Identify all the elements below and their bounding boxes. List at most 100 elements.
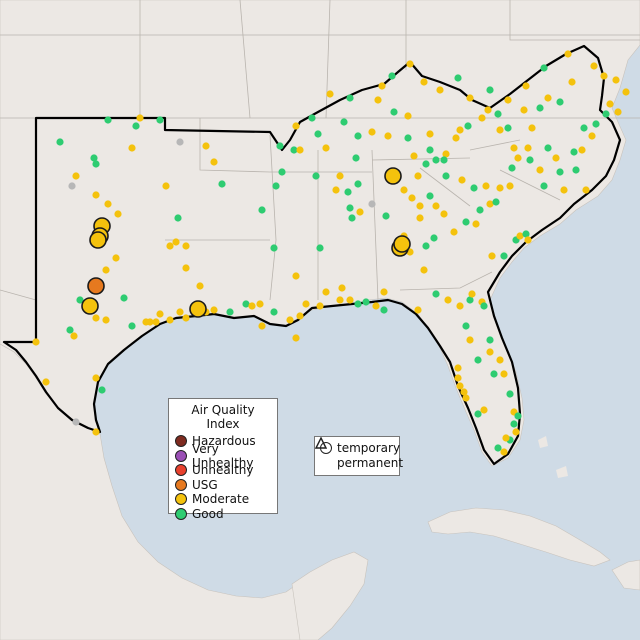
monitor-marker[interactable] — [440, 210, 448, 218]
monitor-marker[interactable] — [460, 388, 468, 396]
monitor-marker[interactable] — [258, 322, 266, 330]
monitor-marker[interactable] — [308, 114, 316, 122]
monitor-marker[interactable] — [458, 176, 466, 184]
monitor-marker[interactable] — [486, 200, 494, 208]
monitor-marker[interactable] — [426, 146, 434, 154]
monitor-marker[interactable] — [514, 154, 522, 162]
monitor-marker[interactable] — [512, 428, 520, 436]
monitor-marker[interactable] — [612, 76, 620, 84]
monitor-marker[interactable] — [416, 202, 424, 210]
monitor-marker[interactable] — [242, 300, 250, 308]
monitor-marker[interactable] — [454, 364, 462, 372]
monitor-marker[interactable] — [556, 98, 564, 106]
monitor-marker[interactable] — [70, 332, 78, 340]
monitor-marker[interactable] — [128, 322, 136, 330]
monitor-marker[interactable] — [336, 172, 344, 180]
monitor-marker[interactable] — [580, 124, 588, 132]
monitor-marker[interactable] — [602, 110, 610, 118]
monitor-marker[interactable] — [410, 152, 418, 160]
monitor-marker-large[interactable] — [189, 300, 207, 318]
monitor-marker[interactable] — [492, 198, 500, 206]
monitor-marker[interactable] — [466, 296, 474, 304]
monitor-marker[interactable] — [290, 146, 298, 154]
monitor-marker[interactable] — [372, 302, 380, 310]
monitor-marker[interactable] — [270, 308, 278, 316]
monitor-marker[interactable] — [568, 78, 576, 86]
monitor-marker[interactable] — [196, 282, 204, 290]
monitor-marker[interactable] — [162, 182, 170, 190]
monitor-marker[interactable] — [536, 166, 544, 174]
monitor-marker-large[interactable] — [81, 297, 99, 315]
monitor-marker[interactable] — [486, 336, 494, 344]
monitor-marker[interactable] — [414, 172, 422, 180]
monitor-marker[interactable] — [422, 160, 430, 168]
monitor-marker[interactable] — [494, 110, 502, 118]
monitor-marker[interactable] — [210, 306, 218, 314]
monitor-marker[interactable] — [314, 130, 322, 138]
monitor-marker[interactable] — [432, 290, 440, 298]
monitor-marker[interactable] — [316, 244, 324, 252]
monitor-marker[interactable] — [226, 308, 234, 316]
monitor-marker[interactable] — [152, 318, 160, 326]
monitor-marker[interactable] — [510, 420, 518, 428]
monitor-marker[interactable] — [210, 158, 218, 166]
monitor-marker[interactable] — [540, 64, 548, 72]
monitor-marker[interactable] — [312, 172, 320, 180]
monitor-marker[interactable] — [528, 124, 536, 132]
monitor-marker[interactable] — [368, 128, 376, 136]
monitor-marker[interactable] — [202, 142, 210, 150]
monitor-marker[interactable] — [128, 144, 136, 152]
monitor-marker[interactable] — [482, 182, 490, 190]
monitor-marker[interactable] — [442, 172, 450, 180]
monitor-marker[interactable] — [504, 124, 512, 132]
monitor-marker[interactable] — [68, 182, 76, 190]
monitor-marker[interactable] — [90, 154, 98, 162]
monitor-marker[interactable] — [590, 62, 598, 70]
monitor-marker[interactable] — [292, 334, 300, 342]
monitor-marker[interactable] — [544, 94, 552, 102]
monitor-marker[interactable] — [182, 264, 190, 272]
monitor-marker[interactable] — [292, 122, 300, 130]
monitor-marker[interactable] — [338, 284, 346, 292]
monitor-marker[interactable] — [408, 194, 416, 202]
monitor-marker[interactable] — [560, 186, 568, 194]
monitor-marker[interactable] — [432, 156, 440, 164]
monitor-marker[interactable] — [456, 382, 464, 390]
monitor-marker[interactable] — [502, 434, 510, 442]
monitor-marker[interactable] — [454, 374, 462, 382]
monitor-marker[interactable] — [292, 272, 300, 280]
monitor-marker[interactable] — [440, 156, 448, 164]
monitor-marker[interactable] — [352, 154, 360, 162]
monitor-marker[interactable] — [452, 134, 460, 142]
monitor-marker[interactable] — [426, 130, 434, 138]
monitor-marker[interactable] — [474, 356, 482, 364]
monitor-marker[interactable] — [406, 60, 414, 68]
monitor-marker[interactable] — [102, 316, 110, 324]
monitor-marker[interactable] — [302, 300, 310, 308]
monitor-marker[interactable] — [272, 182, 280, 190]
monitor-marker[interactable] — [176, 308, 184, 316]
monitor-marker[interactable] — [514, 412, 522, 420]
monitor-marker[interactable] — [120, 294, 128, 302]
monitor-marker[interactable] — [480, 302, 488, 310]
monitor-marker[interactable] — [340, 118, 348, 126]
monitor-marker[interactable] — [278, 168, 286, 176]
monitor-marker-large[interactable] — [393, 235, 411, 253]
monitor-marker[interactable] — [506, 390, 514, 398]
monitor-marker[interactable] — [66, 326, 74, 334]
monitor-marker[interactable] — [72, 172, 80, 180]
monitor-marker[interactable] — [600, 72, 608, 80]
monitor-marker[interactable] — [316, 302, 324, 310]
monitor-marker[interactable] — [42, 378, 50, 386]
monitor-marker[interactable] — [462, 394, 470, 402]
monitor-marker[interactable] — [92, 374, 100, 382]
monitor-marker[interactable] — [218, 180, 226, 188]
monitor-marker[interactable] — [578, 146, 586, 154]
monitor-marker[interactable] — [362, 298, 370, 306]
monitor-marker[interactable] — [474, 410, 482, 418]
monitor-marker[interactable] — [346, 94, 354, 102]
monitor-marker-large[interactable] — [89, 231, 107, 249]
monitor-marker[interactable] — [416, 214, 424, 222]
monitor-marker[interactable] — [380, 288, 388, 296]
